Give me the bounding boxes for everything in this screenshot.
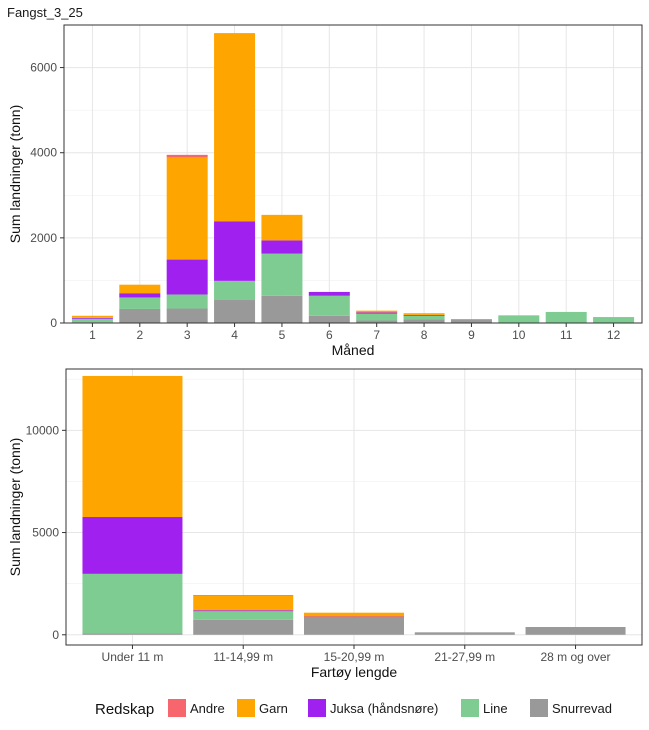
legend-swatch-andre (168, 699, 186, 717)
x-axis-title: Fartøy lengde (311, 664, 398, 680)
bar-juksa-h-ndsn-re-3 (166, 259, 208, 295)
y-tick-label: 10000 (26, 423, 60, 437)
bar-snurrevad-8 (403, 319, 445, 323)
x-tick-label: 1 (89, 328, 96, 342)
bar-line-8 (403, 315, 445, 320)
bar-snurrevad-7 (356, 320, 398, 323)
legend-label-juksa-h-ndsn-re: Juksa (håndsnøre) (330, 701, 438, 716)
bar-juksa-h-ndsn-re-15-20-99-m (304, 616, 404, 618)
bar-line-2 (119, 297, 161, 309)
bar-juksa-h-ndsn-re-4 (214, 221, 256, 281)
y-tick-label: 4000 (30, 146, 57, 160)
bar-juksa-h-ndsn-re-2 (119, 293, 161, 298)
x-tick-label: 11 (560, 328, 573, 342)
bar-andre-11-14-99-m (193, 595, 294, 596)
bar-snurrevad-5 (261, 295, 303, 323)
bar-snurrevad-under-11-m (82, 633, 183, 635)
bar-garn-11-14-99-m (193, 595, 294, 611)
y-axis-title: Sum landninger (tonn) (7, 438, 23, 577)
bar-line-7 (356, 313, 398, 321)
bar-line-4 (214, 280, 256, 301)
x-tick-label: 8 (421, 328, 428, 342)
bar-garn-1 (71, 315, 113, 318)
x-tick-label: 28 m og over (541, 650, 611, 664)
legend-swatch-garn (237, 699, 255, 717)
y-axis-title: Sum landninger (tonn) (7, 105, 23, 244)
y-tick-label: 5000 (32, 526, 59, 540)
legend-label-garn: Garn (259, 701, 288, 716)
x-tick-label: 3 (184, 328, 191, 342)
bar-snurrevad-6 (308, 315, 350, 323)
bar-line-5 (261, 253, 303, 296)
bar-juksa-h-ndsn-re-6 (308, 291, 350, 296)
legend-label-andre: Andre (190, 701, 225, 716)
legend-swatch-line (461, 699, 479, 717)
bar-snurrevad-9 (450, 319, 492, 323)
bar-garn-4 (214, 33, 256, 222)
legend-swatch-juksa-h-ndsn-re (308, 699, 326, 717)
bar-snurrevad-11-14-99-m (193, 619, 294, 635)
legend-swatch-snurrevad (530, 699, 548, 717)
legend: Redskap Andre Garn Juksa (håndsnøre) Line Snu… (95, 699, 612, 718)
bar-snurrevad-15-20-99-m (304, 617, 404, 635)
x-tick-label: 21-27,99 m (434, 650, 495, 664)
x-tick-label: 2 (136, 328, 143, 342)
bar-juksa-h-ndsn-re-7 (356, 312, 398, 314)
bar-garn-7 (356, 310, 398, 313)
bar-line-3 (166, 294, 208, 309)
legend-label-line: Line (483, 701, 508, 716)
bar-line-under-11-m (82, 573, 183, 634)
bar-snurrevad-2 (119, 308, 161, 323)
bar-line-15-20-99-m (304, 616, 404, 618)
bar-line-12 (593, 317, 635, 323)
bar-juksa-h-ndsn-re-1 (71, 317, 113, 319)
y-tick-label: 2000 (30, 231, 57, 245)
legend-title: Redskap (95, 701, 154, 718)
x-tick-label: 10 (512, 328, 526, 342)
bar-snurrevad-28-m-og-over (525, 627, 626, 635)
bar-garn-2 (119, 284, 161, 294)
x-tick-label: Under 11 m (102, 650, 164, 664)
y-tick-label: 0 (50, 316, 57, 330)
bar-garn-3 (166, 157, 208, 260)
bar-andre-3 (166, 154, 208, 158)
bar-snurrevad-21-27-99-m (414, 632, 515, 635)
x-tick-label: 7 (373, 328, 380, 342)
legend-label-snurrevad: Snurrevad (552, 701, 612, 716)
vessel-length-landings-chart: 0 5000 10000 Under 11 m 11-14,99 m 15-20,99 m… (7, 368, 643, 680)
bar-line-11-14-99-m (193, 611, 294, 620)
x-tick-label: 15-20,99 m (324, 650, 385, 664)
bar-line-11 (545, 311, 587, 323)
bar-line-1 (71, 318, 113, 323)
x-tick-label: 6 (326, 328, 333, 342)
plot-panel (64, 25, 642, 323)
bar-juksa-h-ndsn-re-8 (403, 314, 445, 316)
bar-line-10 (498, 315, 540, 323)
x-tick-label: 12 (607, 328, 621, 342)
bar-garn-5 (261, 214, 303, 241)
bar-juksa-h-ndsn-re-5 (261, 240, 303, 254)
bar-snurrevad-3 (166, 308, 208, 323)
x-tick-label: 5 (279, 328, 286, 342)
x-axis-title: Måned (332, 342, 375, 358)
bar-line-6 (308, 295, 350, 316)
y-tick-label: 0 (52, 628, 59, 642)
page-title: Fangst_3_25 (7, 5, 83, 20)
x-tick-label: 11-14,99 m (213, 650, 273, 664)
bar-garn-8 (403, 313, 445, 315)
panel-border (63, 24, 643, 324)
y-tick-label: 6000 (30, 61, 57, 75)
bar-juksa-h-ndsn-re-11-14-99-m (193, 610, 294, 612)
bar-snurrevad-4 (214, 300, 256, 323)
bar-garn-under-11-m (82, 375, 183, 518)
bar-juksa-h-ndsn-re-under-11-m (82, 517, 183, 574)
bar-garn-15-20-99-m (304, 612, 404, 617)
x-tick-label: 4 (231, 328, 238, 342)
x-tick-label: 9 (468, 328, 475, 342)
